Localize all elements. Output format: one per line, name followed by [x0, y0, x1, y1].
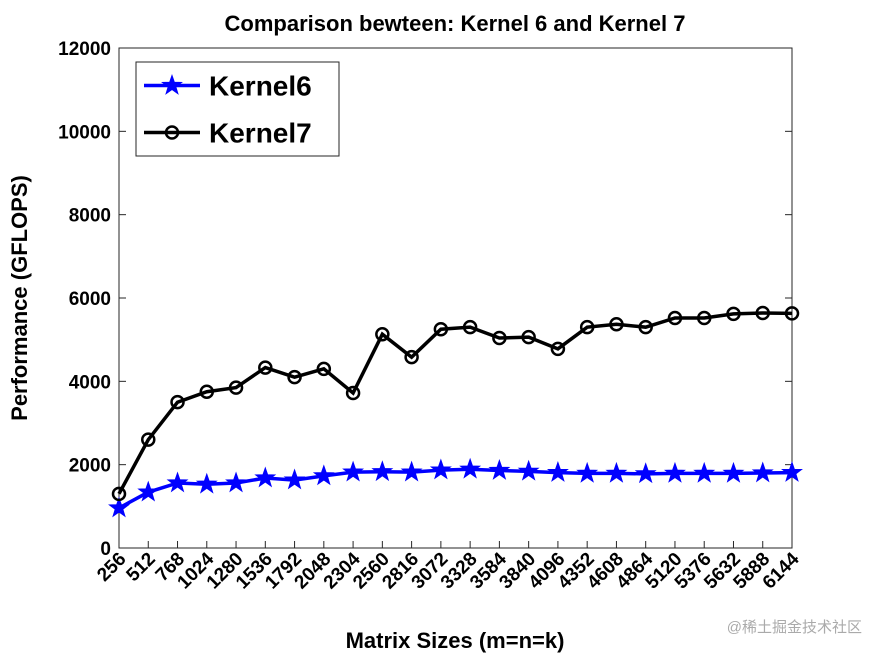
- marker: [137, 480, 160, 502]
- marker: [287, 369, 302, 385]
- marker: [225, 471, 247, 493]
- marker: [312, 464, 335, 486]
- marker: [638, 319, 653, 335]
- marker: [342, 460, 365, 482]
- marker: [634, 462, 657, 484]
- marker: [283, 468, 306, 490]
- marker: [576, 461, 599, 483]
- marker: [228, 380, 244, 395]
- marker: [667, 310, 683, 326]
- marker: [316, 361, 332, 377]
- y-tick-label: 2000: [69, 456, 111, 477]
- legend-box: [135, 61, 340, 157]
- chart-title: Comparison bewteen: Kernel 6 and Kernel …: [225, 11, 686, 36]
- marker: [781, 461, 803, 482]
- marker: [693, 461, 716, 483]
- marker: [371, 460, 394, 482]
- marker: [722, 461, 745, 483]
- marker: [492, 330, 507, 346]
- marker: [726, 306, 741, 322]
- y-tick-label: 10000: [58, 122, 111, 143]
- y-axis-label: Performance (GFLOPS): [7, 175, 32, 421]
- y-tick-label: 0: [100, 539, 111, 560]
- marker: [108, 496, 130, 518]
- x-axis-label: Matrix Sizes (m=n=k): [346, 628, 565, 653]
- marker: [404, 349, 419, 365]
- marker: [521, 329, 536, 345]
- marker: [605, 461, 628, 483]
- marker: [375, 327, 390, 342]
- marker: [258, 360, 273, 375]
- legend-label: Kernel6: [209, 71, 312, 102]
- marker: [579, 319, 595, 335]
- marker: [170, 394, 185, 410]
- marker: [664, 461, 686, 483]
- watermark: @稀土掘金技术社区: [727, 619, 862, 636]
- legend-marker: [164, 125, 180, 140]
- marker: [141, 432, 156, 447]
- marker: [166, 471, 189, 493]
- legend-marker: [161, 73, 183, 95]
- marker: [517, 459, 540, 481]
- marker: [400, 460, 423, 482]
- y-tick-label: 4000: [69, 372, 111, 393]
- y-tick-label: 12000: [58, 39, 111, 60]
- marker: [254, 466, 277, 488]
- marker: [488, 458, 511, 480]
- marker: [751, 461, 774, 483]
- y-tick-label: 8000: [69, 206, 111, 227]
- marker: [784, 306, 800, 321]
- marker: [550, 341, 566, 357]
- marker: [462, 319, 478, 335]
- marker: [433, 322, 449, 337]
- marker: [111, 486, 127, 502]
- marker: [429, 458, 452, 480]
- marker: [199, 384, 215, 399]
- marker: [755, 305, 770, 321]
- marker: [546, 461, 569, 482]
- marker: [609, 317, 624, 332]
- marker: [459, 457, 482, 479]
- marker: [696, 310, 712, 326]
- legend-label: Kernel7: [209, 118, 312, 149]
- y-tick-label: 6000: [69, 289, 111, 310]
- marker: [195, 472, 218, 494]
- marker: [345, 385, 361, 401]
